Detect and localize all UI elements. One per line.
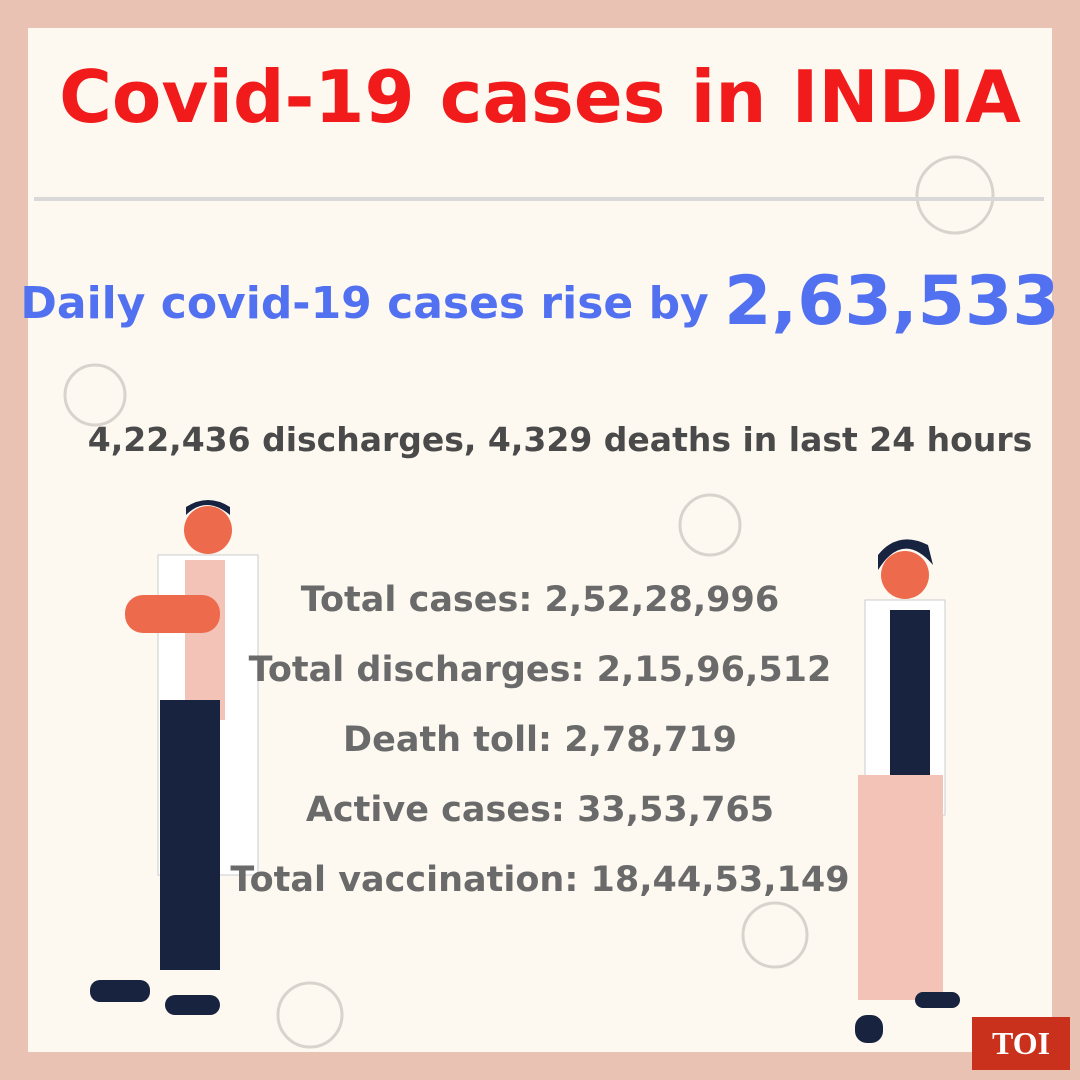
title: Covid-19 cases in INDIA [59, 55, 1021, 139]
stats-list: Total cases: 2,52,28,996 Total discharges… [200, 575, 880, 925]
virus-icons [63, 155, 995, 1049]
stat-line: Active cases: 33,53,765 [305, 790, 775, 830]
male-doctor [90, 500, 259, 1015]
headline-highlight: 2,63,533 [724, 262, 1060, 341]
logo: TOI [972, 1017, 1070, 1070]
female-doctor [855, 539, 960, 1043]
stat-line: Total discharges: 2,15,96,512 [248, 650, 832, 690]
headline: Daily covid-19 cases rise by 2,63,533 [0, 262, 1080, 341]
divider [34, 197, 1044, 201]
subline: 4,22,436 discharges, 4,329 deaths in las… [87, 420, 1033, 459]
headline-text: Daily covid-19 cases rise by [20, 278, 709, 329]
stat-line: Total cases: 2,52,28,996 [300, 580, 780, 620]
stat-line: Death toll: 2,78,719 [343, 720, 737, 760]
stat-line: Total vaccination: 18,44,53,149 [230, 860, 850, 900]
